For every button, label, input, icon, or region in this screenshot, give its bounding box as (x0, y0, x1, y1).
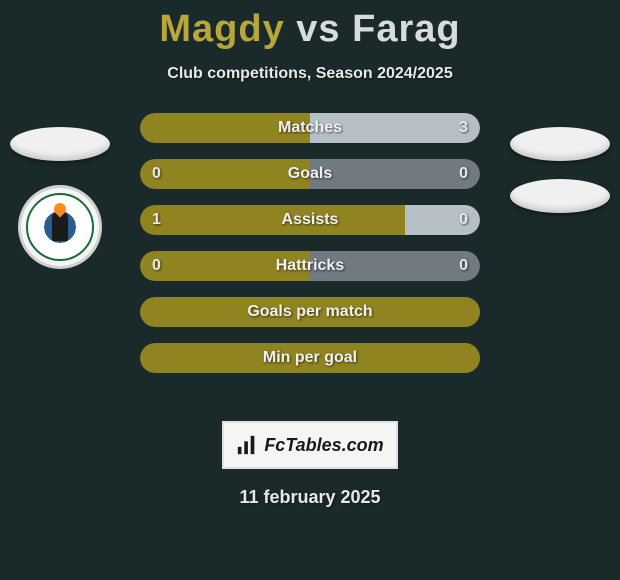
stat-bar-p1 (140, 297, 480, 327)
stat-value-p1: 1 (140, 211, 173, 229)
stat-bar-p1: 1 (140, 205, 405, 235)
brand-box[interactable]: FcTables.com (222, 421, 398, 469)
stat-bar-p2: 0 (405, 205, 480, 235)
torch-icon (52, 213, 68, 241)
stats-arena: 3Matches00Goals10Assists00HattricksGoals… (0, 113, 620, 413)
club-badge-inner (26, 193, 94, 261)
stat-bar-p2: 0 (310, 159, 480, 189)
stat-bar-p2: 3 (310, 113, 480, 143)
comparison-title: Magdy vs Farag (0, 0, 620, 51)
player2-name: Farag (352, 8, 460, 50)
stat-bar-p1 (140, 343, 480, 373)
player1-token (10, 127, 110, 161)
player2-token-1 (510, 127, 610, 161)
stat-value-p2: 3 (447, 119, 480, 137)
date-text: 11 february 2025 (0, 487, 620, 508)
stat-value-p1: 0 (140, 165, 173, 183)
stat-value-p2: 0 (447, 211, 480, 229)
stat-bars: 3Matches00Goals10Assists00HattricksGoals… (140, 113, 480, 389)
stat-bar-p1: 0 (140, 159, 310, 189)
player2-token-2 (510, 179, 610, 213)
stat-row: Min per goal (140, 343, 480, 373)
player1-name: Magdy (159, 8, 284, 50)
stat-bar-p2: 0 (310, 251, 480, 281)
stat-row: 3Matches (140, 113, 480, 143)
stat-value-p2: 0 (447, 257, 480, 275)
stat-row: 00Goals (140, 159, 480, 189)
subtitle: Club competitions, Season 2024/2025 (0, 65, 620, 83)
bar-chart-icon (236, 434, 258, 456)
stat-row: 00Hattricks (140, 251, 480, 281)
vs-separator: vs (296, 8, 340, 50)
brand-text: FcTables.com (264, 435, 383, 456)
stat-value-p1: 0 (140, 257, 173, 275)
stat-bar-p1: 0 (140, 251, 310, 281)
stat-bar-p1 (140, 113, 310, 143)
stat-value-p2: 0 (447, 165, 480, 183)
stat-row: 10Assists (140, 205, 480, 235)
stat-row: Goals per match (140, 297, 480, 327)
club-badge (18, 185, 102, 269)
